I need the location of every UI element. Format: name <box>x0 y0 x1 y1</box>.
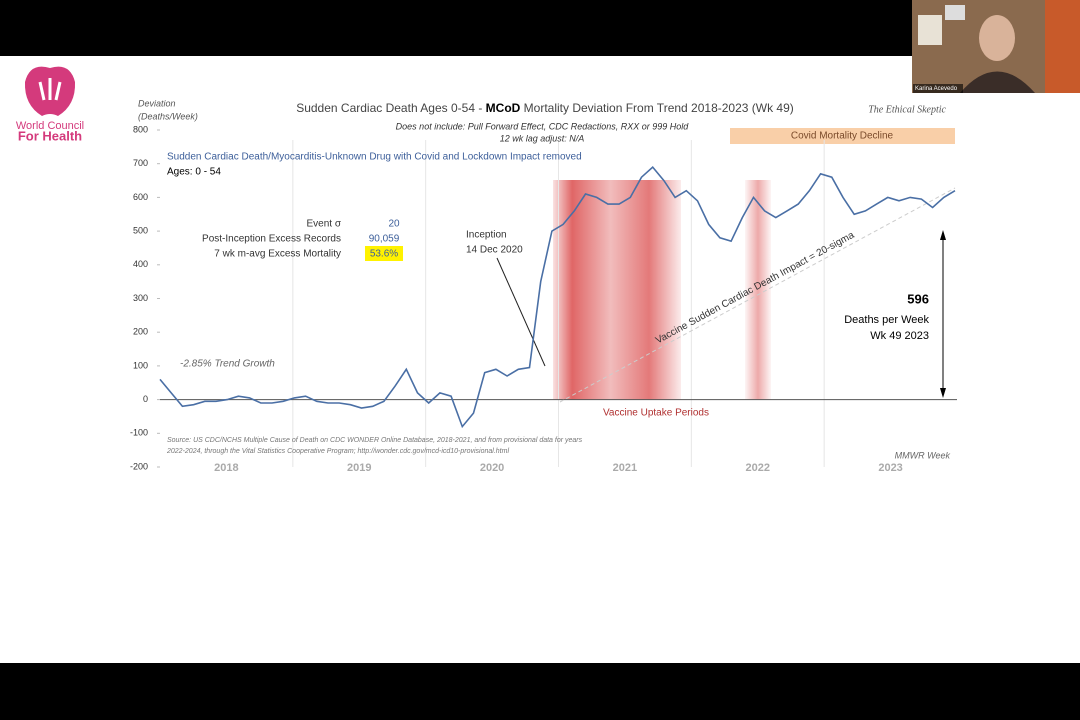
y-tick-label: 500 <box>133 225 148 235</box>
ages-label: Ages: 0 - 54 <box>167 167 221 178</box>
participant-name: Karina Acevedo <box>915 86 958 92</box>
stat-value: 90,059 <box>369 234 400 245</box>
impact-line <box>559 187 956 403</box>
subtitle: Does not include: Pull Forward Effect, C… <box>396 121 690 131</box>
slide <box>0 56 1080 663</box>
inception-label: Inception <box>466 230 507 241</box>
decline-band <box>730 128 955 144</box>
stat-name: Post-Inception Excess Records <box>202 234 341 245</box>
x-tick-label: 2022 <box>746 462 770 474</box>
stat-value: 20 <box>388 219 400 230</box>
data-line <box>159 165 956 429</box>
y-tick-label: 100 <box>133 360 148 370</box>
y-tick-label: 600 <box>133 192 148 202</box>
name-bg <box>913 84 963 93</box>
y-tick-label: -200 <box>130 461 148 471</box>
y-axis-label: Deviation <box>138 98 176 108</box>
subtitle: 12 wk lag adjust: N/A <box>500 133 585 143</box>
y-tick-label: 800 <box>133 124 148 134</box>
brand: The Ethical Skeptic <box>868 104 946 115</box>
logo-text: For Health <box>18 128 82 143</box>
x-tick-label: 2020 <box>480 462 504 474</box>
wall <box>1045 0 1080 93</box>
x-tick-label: 2023 <box>878 462 902 474</box>
callout-text: Deaths per Week <box>844 314 929 326</box>
frame <box>945 5 965 20</box>
logo-text: World Council <box>16 120 84 132</box>
y-axis-label: (Deaths/Week) <box>138 111 198 121</box>
logo-hand <box>38 78 62 101</box>
series-label: Sudden Cardiac Death/Myocarditis-Unknown… <box>167 152 582 163</box>
y-tick-label: 200 <box>133 327 148 337</box>
y-tick-label: 700 <box>133 158 148 168</box>
uptake-period <box>553 180 681 400</box>
uptake-label: Vaccine Uptake Periods <box>603 408 709 419</box>
decline-label: Covid Mortality Decline <box>791 131 894 142</box>
y-tick-label: 0 <box>143 394 148 404</box>
stat-value: 53.6% <box>370 249 398 260</box>
x-tick-label: 2019 <box>347 462 371 474</box>
trend-label: -2.85% Trend Growth <box>180 359 275 370</box>
highlight <box>365 246 403 261</box>
stat-name: Event σ <box>306 219 341 230</box>
face <box>979 15 1015 61</box>
uptake-period <box>745 180 771 400</box>
body <box>960 71 1035 93</box>
callout-text: Wk 49 2023 <box>870 330 929 342</box>
frame <box>918 15 942 45</box>
source: 2022-2024, through the Vital Statistics … <box>166 448 509 455</box>
stat-name: 7 wk m-avg Excess Mortality <box>214 249 341 260</box>
x-axis-label: MMWR Week <box>895 450 951 460</box>
inception-pointer <box>496 257 546 367</box>
x-tick-label: 2018 <box>214 462 238 474</box>
inception-label: 14 Dec 2020 <box>466 245 523 256</box>
y-tick-label: -100 <box>130 428 148 438</box>
chart-title: Sudden Cardiac Death Ages 0-54 - MCoD Mo… <box>296 101 794 115</box>
callout-value: 596 <box>907 291 929 306</box>
y-tick-label: 300 <box>133 293 148 303</box>
source: Source: US CDC/NCHS Multiple Cause of De… <box>167 437 583 444</box>
y-tick-label: 400 <box>133 259 148 269</box>
x-tick-label: 2021 <box>613 462 637 474</box>
